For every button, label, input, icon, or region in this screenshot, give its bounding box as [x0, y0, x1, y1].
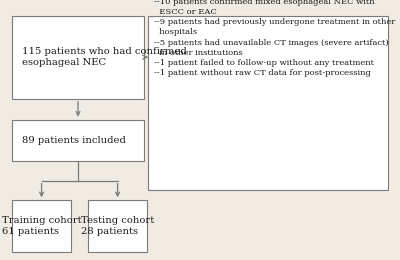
Text: Testing cohort
28 patients: Testing cohort 28 patients	[81, 216, 154, 236]
FancyBboxPatch shape	[12, 16, 144, 99]
FancyBboxPatch shape	[12, 200, 71, 252]
Text: Training cohort
61 patients: Training cohort 61 patients	[2, 216, 82, 236]
FancyBboxPatch shape	[12, 120, 144, 161]
Text: 26 patients excluded
--10 patients confirmed mixed esophageal NEC with
  ESCC or: 26 patients excluded --10 patients confi…	[154, 0, 395, 77]
Text: 115 patients who had confirmed
esophageal NEC: 115 patients who had confirmed esophagea…	[22, 47, 187, 67]
FancyBboxPatch shape	[148, 16, 388, 190]
FancyBboxPatch shape	[88, 200, 147, 252]
Text: 89 patients included: 89 patients included	[22, 136, 126, 145]
